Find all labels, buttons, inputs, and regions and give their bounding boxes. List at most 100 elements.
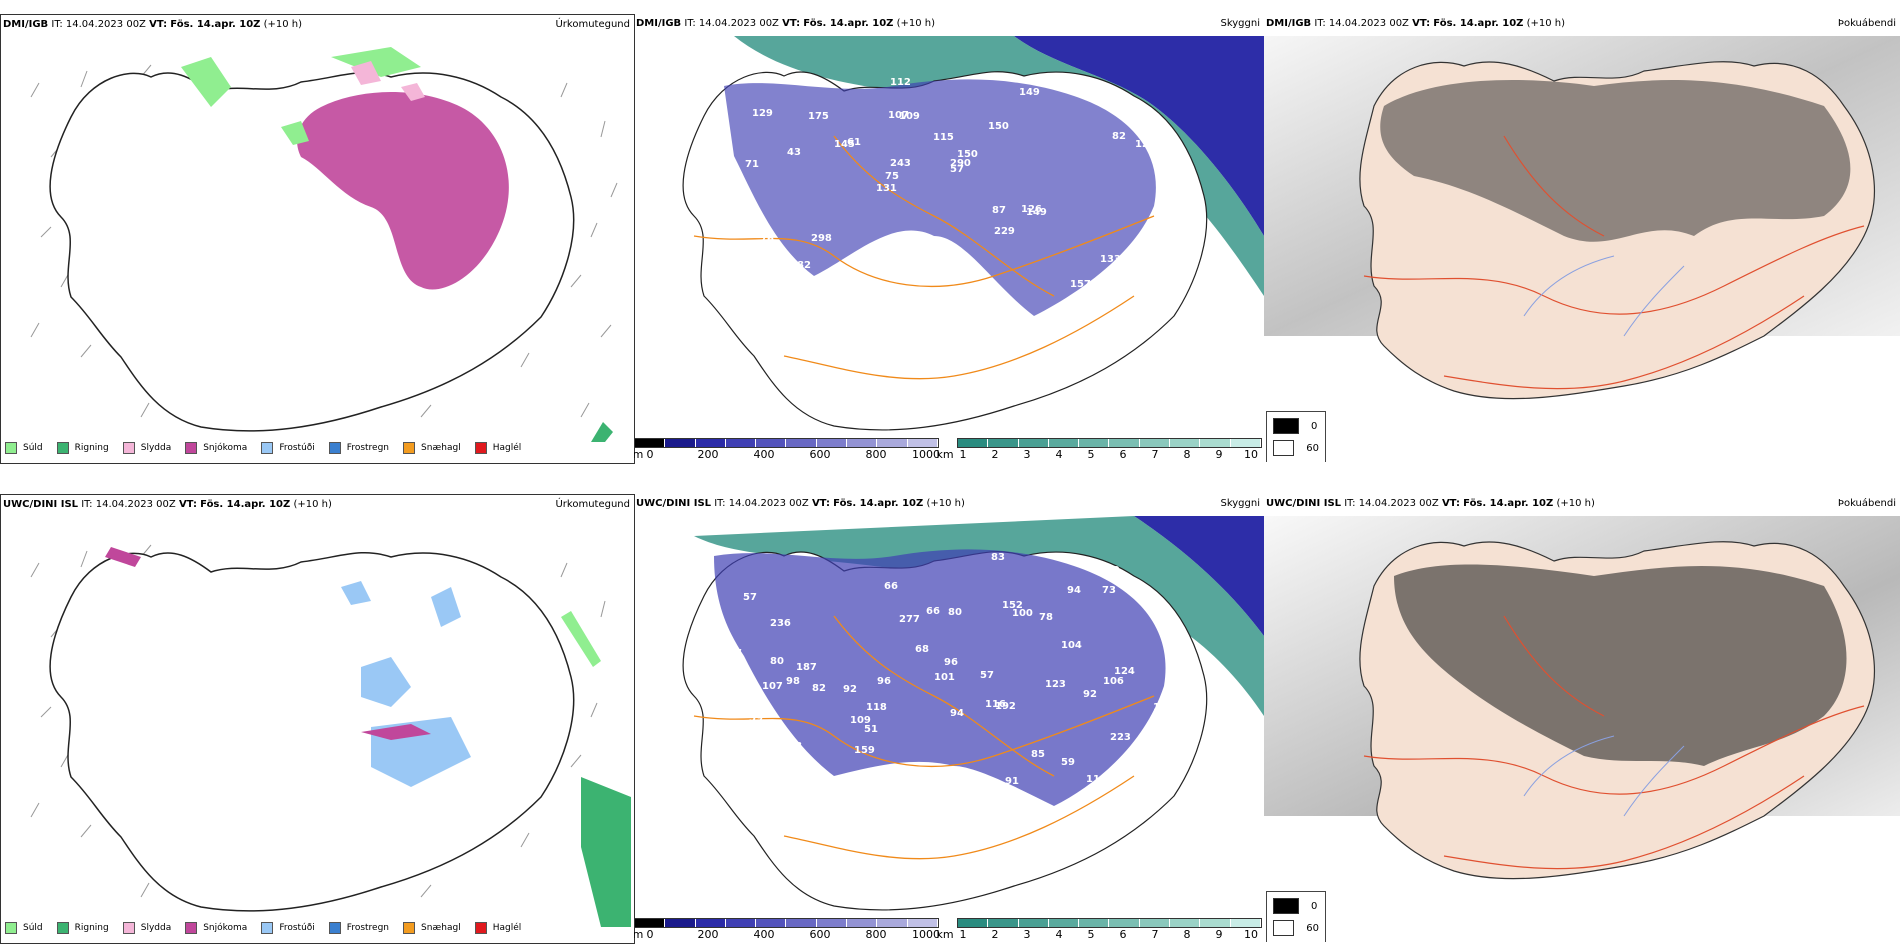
visibility-value-label: 96 [944,657,958,668]
fog-panel-top: DMI/IGB IT: 14.04.2023 00Z VT: Fös. 14.a… [1264,14,1900,462]
vis-tick: 6 [1119,448,1127,461]
visibility-value-label: 61 [847,137,861,148]
iceland-outline [49,551,575,912]
drizzle-area [181,47,421,145]
height-scale-bar [634,918,939,928]
height-tick: 200 [697,928,719,941]
visibility-value-label: 98 [767,283,781,294]
height-swatch [635,919,666,927]
panel-title: Úrkomutegund [555,499,630,510]
height-scale: m 0 200 400 600 800 1000 [634,438,940,462]
visibility-value-label: 151 [1153,151,1174,162]
snow-area [297,92,509,290]
height-tick: 400 [753,928,775,941]
precip-legend: Súld Rigning Slydda Snjókoma Frostúði Fr… [5,919,535,937]
visibility-value-label: 112 [890,77,911,88]
visibility-value-label: 78 [1039,612,1053,623]
fog-dense-patches [1380,80,1851,242]
freezing-drizzle-area [341,581,471,787]
visibility-value-label: 131 [876,183,897,194]
visibility-value-label: 106 [1103,676,1124,687]
precip-type-map [30,544,631,927]
visibility-value-label: 149 [1026,207,1047,218]
height-swatch [847,439,878,447]
panel-title: Þokuábendi [1837,18,1896,29]
fog-panel-bottom: UWC/DINI ISL IT: 14.04.2023 00Z VT: Fös.… [1264,494,1900,942]
visibility-value-label: 68 [915,644,929,655]
visibility-value-label: 129 [752,108,773,119]
legend-item: Frostregn [328,442,389,454]
visibility-value-label: 57 [950,164,964,175]
vis-swatch [988,919,1019,927]
vis-swatch [1230,439,1261,447]
visibility-scale-bar [957,918,1262,928]
vis-swatch [1230,919,1261,927]
visibility-value-label: 223 [1110,732,1131,743]
vis-swatch [1200,439,1231,447]
fog-legend: 0 60 [1266,891,1326,942]
height-tick: 800 [865,928,887,941]
height-swatch [816,919,848,927]
visibility-value-label: 71 [745,159,759,170]
vis-swatch [1079,439,1110,447]
vis-tick: 6 [1119,928,1127,941]
legend-swatch [5,922,17,934]
legend-swatch [474,442,487,454]
height-scale-bar [634,438,939,448]
legend-swatch [56,442,69,454]
visibility-value-label: 190 [731,284,752,295]
vis-swatch [1139,919,1171,927]
vis-swatch [1018,919,1049,927]
fog-legend-row: 0 [1273,898,1319,914]
fog-swatch [1273,418,1299,434]
legend-swatch [474,922,487,934]
panel-header: UWC/DINI ISL IT: 14.04.2023 00Z VT: Fös.… [1266,498,1595,509]
vis-unit: km [936,928,954,941]
vis-swatch [1048,919,1080,927]
fog-dense-patches [1394,564,1847,766]
visibility-value-label: 233 [727,270,748,281]
visibility-value-label: 150 [957,149,978,160]
visibility-value-label: 59 [1061,757,1075,768]
visibility-value-label: 236 [770,618,791,629]
visibility-scale-bar [957,438,1262,448]
visibility-value-label: 107 [888,110,909,121]
visibility-value-label: 94 [950,708,964,719]
vis-tick: 9 [1215,448,1223,461]
fog-map [1264,36,1900,400]
legend-swatch [403,922,416,934]
fog-legend-row: 60 [1273,920,1319,936]
visibility-value-label: 43 [787,147,801,158]
visibility-value-label: 83 [991,552,1005,563]
legend-swatch [122,922,135,934]
height-swatch [816,439,848,447]
visibility-value-label: 145 [834,139,855,150]
vis-swatch [1139,439,1171,447]
vis-tick: 3 [1023,448,1031,461]
visibility-value-label: 187 [796,662,817,673]
panel-header: DMI/IGB IT: 14.04.2023 00Z VT: Fös. 14.a… [636,18,936,29]
visibility-value-label: 109 [899,111,920,122]
vis-swatch [1109,919,1140,927]
visibility-value-label: 157 [1070,279,1091,290]
legend-item: Snæhagl [403,442,461,454]
vis-swatch [1170,919,1201,927]
visibility-value-label: 100 [1012,608,1033,619]
teal-band [694,516,1264,716]
legend-item: Rigning [56,442,109,454]
height-swatch [786,919,817,927]
height-swatch [695,919,726,927]
height-swatch [907,439,938,447]
vis-swatch [1079,919,1110,927]
visibility-value-label: 149 [1019,87,1040,98]
height-tick: 1000 [912,928,940,941]
panel-header: UWC/DINI ISL IT: 14.04.2023 00Z VT: Fös.… [3,499,332,510]
visibility-value-label: 51 [864,724,878,735]
visibility-value-label: 58 [1105,280,1119,291]
fog-legend: 0 60 [1266,411,1326,462]
visibility-value-label: 175 [808,111,829,122]
vis-swatch [1018,439,1049,447]
legend-item: Snjókoma [185,442,247,454]
height-swatch [725,919,757,927]
legend-swatch [328,442,341,454]
